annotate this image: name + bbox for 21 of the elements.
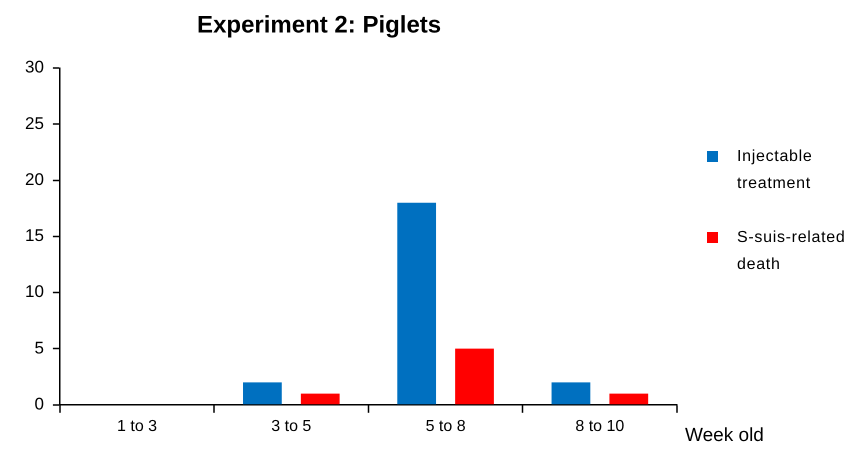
y-tick-label: 20: [24, 170, 44, 189]
y-tick-label: 10: [24, 282, 44, 302]
y-tick-label: 30: [24, 58, 44, 77]
x-tick-label: 1 to 3: [117, 418, 158, 435]
bar: [243, 382, 282, 404]
x-tick-label: 8 to 10: [575, 418, 624, 435]
legend-label: Injectable treatment: [737, 147, 814, 194]
x-axis-title: Week old: [685, 425, 764, 446]
x-tick-label: 5 to 8: [426, 418, 466, 435]
bar: [552, 382, 590, 404]
bar: [397, 202, 436, 404]
legend-label: S-suis-related death: [737, 228, 847, 275]
x-tick-label: 3 to 5: [271, 418, 312, 435]
bar: [609, 394, 648, 404]
chart-title: Experiment 2: Piglets: [197, 12, 442, 39]
y-tick-label: 0: [34, 394, 44, 414]
bar: [455, 348, 494, 404]
y-tick-label: 25: [24, 114, 44, 133]
bar: [300, 394, 340, 404]
y-tick-label: 15: [24, 226, 44, 246]
y-tick-label: 5: [34, 338, 44, 358]
